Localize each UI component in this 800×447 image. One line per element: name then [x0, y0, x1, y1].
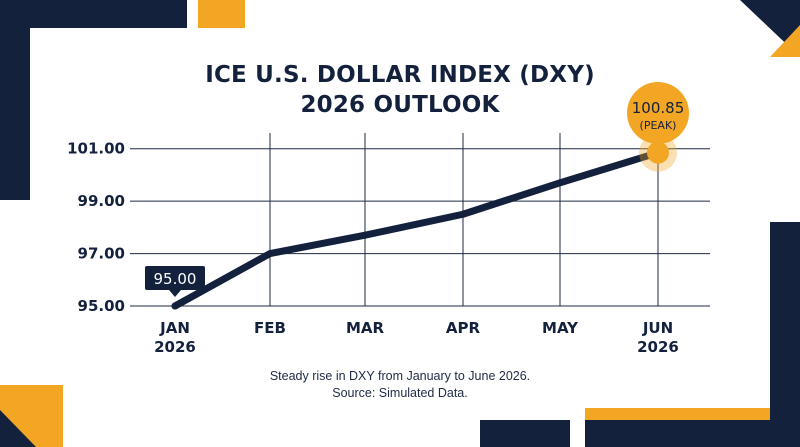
x-tick-year-label: 2026: [637, 338, 679, 356]
x-tick-label: APR: [446, 319, 481, 337]
decor-bottom-navy: [480, 420, 570, 447]
y-axis-ticks: 95.00 97.00 99.00 101.00: [67, 140, 125, 315]
peak-label-pointer: [651, 140, 665, 150]
decor-bottom-right-orange: [585, 408, 770, 420]
dxy-series: [171, 149, 662, 310]
x-tick-label: JUN: [642, 319, 673, 337]
caption-line-1: Steady rise in DXY from January to June …: [269, 369, 531, 383]
peak-note-label: (PEAK): [640, 119, 677, 132]
chart-caption: Steady rise in DXY from January to June …: [0, 368, 800, 402]
data-point: [361, 231, 369, 239]
y-tick-label: 101.00: [67, 140, 125, 158]
decor-bottom-left-navy: [0, 410, 36, 447]
y-tick-label: 95.00: [78, 297, 125, 315]
start-label-pointer: [169, 290, 181, 297]
y-tick-label: 97.00: [78, 245, 125, 263]
decor-top-orange: [198, 0, 245, 28]
dxy-line: [171, 149, 662, 310]
y-tick-label: 99.00: [78, 192, 125, 210]
chart-title-line-2: 2026 OUTLOOK: [300, 92, 500, 118]
x-tick-label: FEB: [254, 319, 286, 337]
decor-top-left-navy: [0, 0, 187, 200]
decor-right-navy: [585, 222, 800, 447]
start-value-label: 95.00: [154, 270, 197, 288]
data-point: [459, 210, 467, 218]
x-tick-label: MAR: [346, 319, 385, 337]
data-point: [171, 302, 179, 310]
x-tick-year-label: 2026: [154, 338, 196, 356]
data-point: [266, 250, 274, 258]
chart-grid: [130, 133, 710, 307]
chart-title-line-1: ICE U.S. DOLLAR INDEX (DXY): [205, 62, 595, 88]
data-point: [556, 179, 564, 187]
decor-top-right-orange: [770, 25, 800, 57]
x-tick-label: JAN: [159, 319, 190, 337]
caption-line-2: Source: Simulated Data.: [332, 386, 468, 400]
peak-value-label: 100.85: [632, 99, 685, 117]
chart-annotations: 95.00 100.85 (PEAK): [145, 82, 689, 297]
peak-point: [647, 141, 669, 164]
peak-label-bubble: [627, 82, 689, 144]
x-tick-label: MAY: [542, 319, 579, 337]
start-label-box: [145, 266, 205, 290]
